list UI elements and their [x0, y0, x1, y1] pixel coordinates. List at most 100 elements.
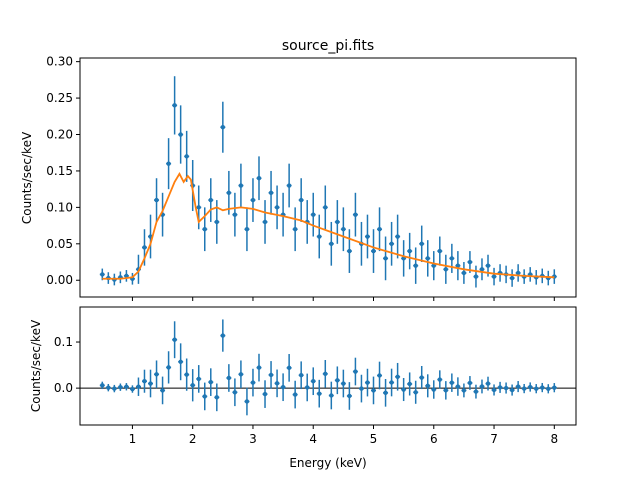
residual-point: [184, 372, 189, 377]
residual-point: [323, 371, 328, 377]
residual-point: [461, 388, 467, 393]
data-point: [220, 125, 226, 130]
residual-point: [509, 387, 515, 393]
top-y-tick-label: 0.15: [46, 164, 73, 178]
residual-point: [262, 391, 268, 397]
data-point: [262, 219, 268, 225]
data-point: [172, 103, 177, 108]
data-point: [184, 154, 189, 159]
residual-point: [425, 383, 430, 389]
residual-point: [286, 365, 292, 371]
data-point: [395, 234, 400, 239]
residual-point: [383, 390, 388, 396]
bottom-frame: [79, 306, 577, 426]
data-point: [124, 273, 129, 279]
residual-point: [136, 384, 141, 389]
residual-point: [256, 365, 262, 370]
data-point: [347, 248, 352, 254]
bottom-y-tick-label: 0.1: [54, 335, 73, 349]
top-y-tick-label: 0.30: [46, 55, 73, 69]
residual-axes: 0.0 0.1 1 2 3 4 5 6 7 8: [54, 306, 577, 446]
residual-point: [534, 386, 539, 391]
residual-point: [467, 380, 473, 386]
residual-point: [359, 386, 364, 391]
residual-point: [317, 391, 322, 396]
residual-point: [371, 388, 376, 393]
data-point: [437, 248, 442, 254]
data-point: [383, 256, 388, 261]
residual-point: [443, 388, 449, 393]
residual-point: [298, 373, 304, 378]
residual-point: [377, 373, 382, 378]
top-frame: [79, 57, 577, 298]
data-point: [178, 132, 183, 137]
residual-point: [353, 369, 358, 374]
residual-point: [166, 365, 171, 370]
residual-point: [214, 395, 220, 400]
data-point: [142, 245, 147, 250]
residual-point: [208, 379, 213, 385]
data-point: [413, 263, 418, 268]
data-point: [214, 219, 220, 225]
data-point: [353, 212, 358, 217]
data-point: [443, 267, 449, 272]
residual-point: [389, 380, 394, 385]
data-point: [256, 176, 262, 181]
residual-point: [540, 385, 545, 390]
residual-point: [196, 376, 201, 382]
residual-point: [335, 378, 340, 383]
residual-point: [226, 375, 232, 381]
data-point: [461, 270, 467, 276]
residual-point: [401, 387, 406, 392]
residual-point: [497, 385, 503, 390]
data-point: [298, 197, 304, 203]
residual-point: [419, 375, 424, 380]
residual-point: [178, 359, 183, 364]
data-point: [196, 205, 201, 210]
data-point: [292, 227, 298, 232]
bottom-x-tick-label: 1: [129, 432, 137, 446]
data-point: [485, 263, 491, 268]
residual-point: [268, 372, 274, 378]
data-point: [335, 219, 340, 225]
residual-point: [491, 387, 497, 393]
residual-point: [238, 372, 244, 377]
data-point: [238, 183, 244, 188]
residual-point: [329, 393, 334, 398]
data-point: [473, 274, 479, 279]
residual-point: [124, 384, 129, 389]
data-point: [329, 241, 334, 247]
residual-point: [455, 384, 461, 389]
bottom-x-tick-label: 6: [430, 432, 438, 446]
residual-point: [485, 381, 491, 386]
data-point: [232, 212, 238, 217]
data-point: [274, 205, 280, 210]
residual-point: [347, 393, 352, 399]
residual-point: [244, 399, 250, 404]
residual-point: [148, 381, 153, 386]
bottom-y-axis-label: Counts/sec/keV: [29, 319, 43, 412]
data-point: [226, 190, 232, 196]
residual-point: [130, 386, 135, 392]
data-point: [425, 256, 430, 261]
residual-point: [365, 380, 370, 385]
data-point: [377, 227, 382, 232]
bottom-x-tick-label: 3: [249, 432, 257, 446]
residual-point: [202, 394, 207, 399]
data-point: [202, 227, 207, 232]
data-point: [479, 267, 485, 272]
top-axes: 0.00 0.05 0.10 0.15 0.20 0.25 0.30: [46, 55, 577, 301]
data-point: [317, 234, 322, 239]
residual-point: [274, 381, 280, 386]
residual-point: [172, 337, 177, 342]
residual-point: [407, 381, 412, 387]
residual-point: [112, 386, 117, 391]
data-point: [250, 197, 256, 203]
x-axis-label: Energy (keV): [289, 456, 366, 470]
data-point: [323, 205, 328, 210]
chart-title: source_pi.fits: [282, 38, 374, 54]
residual-point: [232, 390, 238, 395]
residual-point: [142, 379, 147, 384]
residual-point: [515, 384, 521, 389]
